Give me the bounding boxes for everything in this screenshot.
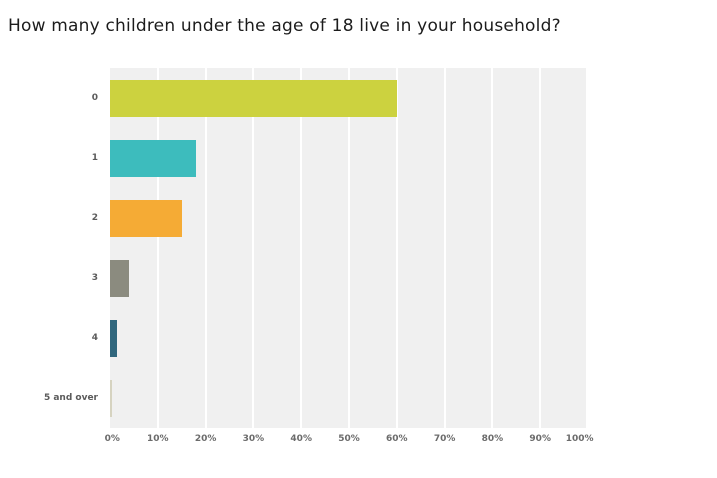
- gridline: [348, 68, 350, 428]
- category-label: 4: [91, 333, 98, 343]
- gridline: [539, 68, 542, 428]
- bar-5-and-over: [110, 380, 113, 417]
- category-label: 5 and over: [43, 393, 98, 403]
- category-label: 0: [91, 93, 98, 103]
- x-tick-label: 40%: [290, 434, 312, 444]
- x-tick-label: 80%: [481, 434, 504, 444]
- x-tick-label: 30%: [242, 434, 265, 444]
- category-axis: 0 1 2 3 4 5 and over: [0, 68, 104, 428]
- bar-chart-plot-area: [110, 68, 588, 428]
- x-tick-label: 10%: [147, 434, 169, 444]
- chart-row: [110, 188, 588, 248]
- x-tick-label: 60%: [386, 434, 408, 444]
- chart-row: [110, 248, 588, 308]
- category-label: 1: [91, 153, 98, 163]
- gridline: [156, 68, 159, 428]
- x-tick-label: 0%: [104, 434, 120, 444]
- gridline: [395, 68, 398, 428]
- chart-row: [110, 68, 588, 128]
- bar-1: [110, 140, 197, 177]
- chart-row: [110, 128, 588, 188]
- gridline: [586, 68, 588, 428]
- x-tick-label: 100%: [565, 434, 594, 444]
- chart-title: How many children under the age of 18 li…: [8, 16, 561, 36]
- bar-0: [110, 80, 397, 117]
- x-tick-label: 20%: [194, 434, 217, 444]
- chart-row: [110, 308, 588, 368]
- category-label: 3: [91, 273, 98, 283]
- bar-4: [110, 320, 118, 357]
- percent-axis: 0% 10% 20% 30% 40% 50% 60% 70% 80% 90% 100%: [105, 434, 594, 454]
- bar-3: [110, 260, 130, 297]
- x-tick-label: 90%: [529, 434, 551, 444]
- bar-2: [110, 200, 182, 237]
- category-label: 2: [91, 213, 98, 223]
- gridline: [443, 68, 446, 428]
- chart-row: [110, 368, 588, 428]
- gridline: [204, 68, 207, 428]
- gridline: [491, 68, 494, 428]
- gridline: [300, 68, 303, 428]
- x-tick-label: 70%: [433, 434, 456, 444]
- gridline: [252, 68, 255, 428]
- x-tick-label: 50%: [338, 434, 360, 444]
